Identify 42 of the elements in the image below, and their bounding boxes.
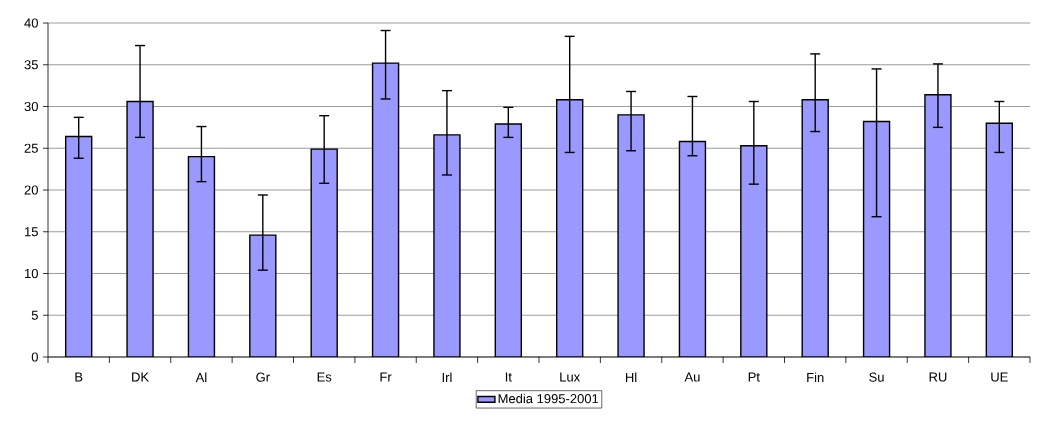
x-tick-label: Pt bbox=[748, 372, 760, 382]
y-tick-label: 40 bbox=[24, 18, 38, 28]
x-tick-label: Hl bbox=[625, 372, 637, 382]
bar bbox=[801, 99, 829, 357]
bar bbox=[187, 155, 216, 357]
x-tick-label: UE bbox=[991, 372, 1008, 382]
x-tick-label: Irl bbox=[442, 372, 452, 382]
x-tick-label: Al bbox=[195, 372, 207, 382]
bar bbox=[249, 234, 277, 357]
y-tick-label: 30 bbox=[24, 101, 38, 112]
bar bbox=[985, 122, 1014, 357]
bar bbox=[64, 135, 93, 357]
x-tick-label: Fin bbox=[807, 372, 824, 382]
bar bbox=[862, 120, 891, 357]
bar bbox=[617, 114, 645, 357]
x-tick-label: Su bbox=[869, 372, 884, 382]
x-tick-label: Fr bbox=[380, 372, 392, 382]
y-tick-label: 0 bbox=[31, 352, 38, 362]
bar bbox=[678, 140, 707, 357]
bar bbox=[494, 123, 523, 357]
bar bbox=[924, 94, 952, 357]
y-tick-label: 15 bbox=[24, 227, 38, 237]
x-tick-label: B bbox=[75, 372, 83, 382]
y-tick-label: 10 bbox=[24, 268, 38, 279]
y-tick-label: 25 bbox=[24, 143, 38, 153]
x-tick-label: Lux bbox=[560, 372, 581, 382]
bar bbox=[126, 100, 154, 357]
bar bbox=[555, 99, 584, 357]
x-tick-label: Gr bbox=[256, 372, 270, 382]
x-tick-label: Es bbox=[317, 372, 332, 382]
x-tick-label: DK bbox=[132, 372, 149, 382]
x-tick-label: Au bbox=[684, 372, 700, 382]
bar bbox=[310, 148, 338, 357]
bar bbox=[433, 134, 461, 357]
y-tick-label: 35 bbox=[24, 60, 38, 70]
y-tick-label: 20 bbox=[24, 185, 38, 195]
bar bbox=[371, 62, 400, 357]
y-tick-label: 5 bbox=[31, 310, 38, 320]
x-tick-label: It bbox=[505, 372, 512, 382]
x-tick-label: RU bbox=[929, 372, 947, 382]
bar bbox=[740, 145, 768, 357]
legend-label: Media 1995-2001 bbox=[498, 393, 599, 404]
